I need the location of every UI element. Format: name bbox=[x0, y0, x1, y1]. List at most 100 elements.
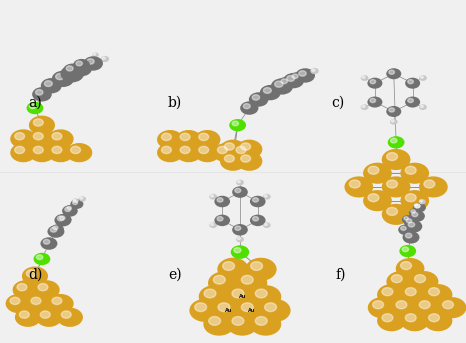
Circle shape bbox=[411, 210, 415, 213]
Circle shape bbox=[61, 65, 84, 82]
Circle shape bbox=[403, 231, 419, 244]
Circle shape bbox=[195, 303, 206, 311]
Circle shape bbox=[232, 121, 239, 126]
Circle shape bbox=[387, 153, 397, 161]
Circle shape bbox=[212, 299, 244, 322]
Circle shape bbox=[377, 310, 406, 331]
Circle shape bbox=[367, 78, 383, 89]
Circle shape bbox=[217, 198, 223, 202]
Text: e): e) bbox=[168, 268, 181, 282]
Circle shape bbox=[38, 284, 48, 291]
Circle shape bbox=[10, 129, 36, 149]
Circle shape bbox=[237, 237, 240, 240]
Circle shape bbox=[199, 285, 230, 308]
Circle shape bbox=[264, 195, 267, 197]
Circle shape bbox=[102, 57, 105, 59]
Circle shape bbox=[232, 224, 248, 236]
Circle shape bbox=[43, 239, 50, 244]
Circle shape bbox=[405, 166, 416, 174]
Circle shape bbox=[396, 301, 407, 309]
Circle shape bbox=[400, 310, 429, 331]
Circle shape bbox=[48, 129, 74, 149]
Circle shape bbox=[274, 81, 283, 87]
Circle shape bbox=[255, 317, 267, 325]
Circle shape bbox=[350, 180, 360, 188]
Circle shape bbox=[72, 198, 79, 203]
Circle shape bbox=[387, 208, 397, 215]
Circle shape bbox=[240, 101, 259, 115]
Circle shape bbox=[404, 217, 418, 227]
Circle shape bbox=[249, 92, 268, 107]
Circle shape bbox=[213, 275, 225, 284]
Circle shape bbox=[27, 294, 53, 313]
Circle shape bbox=[203, 312, 235, 336]
Circle shape bbox=[382, 204, 411, 225]
Circle shape bbox=[15, 133, 25, 140]
Circle shape bbox=[438, 297, 466, 318]
Circle shape bbox=[60, 216, 65, 220]
Circle shape bbox=[415, 204, 420, 208]
Circle shape bbox=[401, 262, 411, 270]
Circle shape bbox=[236, 140, 262, 159]
Circle shape bbox=[48, 143, 74, 162]
Circle shape bbox=[408, 98, 413, 103]
Circle shape bbox=[41, 237, 57, 250]
Circle shape bbox=[399, 245, 416, 257]
Circle shape bbox=[424, 284, 452, 305]
Circle shape bbox=[415, 204, 418, 206]
Circle shape bbox=[41, 78, 62, 93]
Circle shape bbox=[55, 73, 64, 80]
Circle shape bbox=[15, 308, 41, 327]
Circle shape bbox=[76, 61, 82, 66]
Circle shape bbox=[253, 216, 259, 221]
Circle shape bbox=[204, 289, 216, 298]
Circle shape bbox=[402, 215, 414, 224]
Circle shape bbox=[218, 146, 227, 154]
Circle shape bbox=[259, 299, 291, 322]
Text: c): c) bbox=[331, 96, 344, 110]
Circle shape bbox=[180, 133, 190, 141]
Circle shape bbox=[235, 226, 241, 230]
Circle shape bbox=[225, 143, 234, 150]
Circle shape bbox=[265, 303, 276, 311]
Circle shape bbox=[250, 312, 281, 336]
Circle shape bbox=[10, 143, 36, 162]
Text: b): b) bbox=[168, 96, 182, 110]
Circle shape bbox=[211, 223, 213, 225]
Circle shape bbox=[71, 61, 92, 76]
Circle shape bbox=[443, 301, 453, 309]
Circle shape bbox=[398, 225, 412, 235]
Circle shape bbox=[176, 130, 202, 149]
Circle shape bbox=[243, 104, 250, 109]
Circle shape bbox=[406, 219, 412, 223]
Circle shape bbox=[289, 72, 305, 84]
Circle shape bbox=[405, 314, 416, 322]
Circle shape bbox=[232, 289, 244, 298]
Circle shape bbox=[310, 68, 319, 74]
Circle shape bbox=[389, 70, 395, 74]
Circle shape bbox=[162, 133, 171, 141]
Circle shape bbox=[15, 146, 25, 154]
Circle shape bbox=[157, 143, 183, 162]
Circle shape bbox=[401, 226, 406, 230]
Circle shape bbox=[419, 301, 430, 309]
Circle shape bbox=[386, 68, 401, 79]
Circle shape bbox=[27, 270, 36, 277]
Circle shape bbox=[283, 73, 304, 88]
Circle shape bbox=[424, 180, 435, 188]
Circle shape bbox=[214, 196, 230, 207]
Circle shape bbox=[382, 149, 411, 170]
Circle shape bbox=[52, 133, 62, 140]
Circle shape bbox=[35, 90, 43, 95]
Circle shape bbox=[83, 56, 103, 71]
Circle shape bbox=[29, 143, 55, 162]
Circle shape bbox=[245, 258, 277, 281]
Circle shape bbox=[211, 195, 213, 197]
Circle shape bbox=[194, 130, 220, 149]
Circle shape bbox=[66, 66, 73, 71]
Circle shape bbox=[36, 255, 43, 260]
Circle shape bbox=[53, 226, 58, 229]
Circle shape bbox=[400, 163, 429, 184]
Circle shape bbox=[382, 314, 393, 322]
Circle shape bbox=[93, 53, 96, 55]
